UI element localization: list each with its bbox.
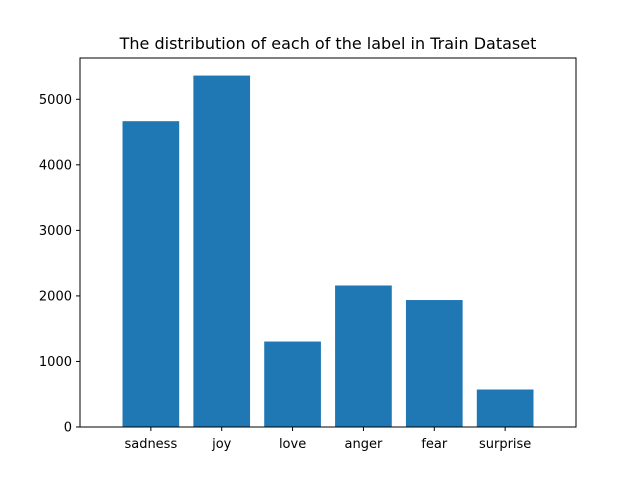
bar-surprise	[476, 389, 534, 427]
axes-group: 0 1000 2000 3000 4000 5000 sadness joy love anger…	[39, 57, 577, 452]
x-tick-label-anger: anger	[345, 437, 383, 452]
y-tick-label: 1000	[39, 355, 72, 370]
bar-anger	[335, 285, 392, 427]
y-tick-label: 2000	[39, 289, 72, 304]
x-tick-label-fear: fear	[421, 437, 448, 452]
x-tick-label-surprise: surprise	[479, 437, 531, 452]
bar-joy	[193, 75, 251, 427]
x-tick-label-joy: joy	[211, 437, 232, 452]
axes-frame	[79, 57, 577, 428]
chart-title: The distribution of each of the label in…	[119, 34, 537, 53]
x-tick-label-love: love	[279, 437, 306, 452]
bars-group	[122, 75, 534, 427]
y-tick-label: 5000	[39, 93, 72, 108]
y-tick-label: 4000	[39, 158, 72, 173]
y-tick-label: 3000	[39, 224, 72, 239]
bar-love	[264, 341, 321, 427]
bar-sadness	[122, 121, 180, 427]
y-tick-label: 0	[64, 421, 72, 436]
x-tick-label-sadness: sadness	[124, 437, 177, 452]
bar-fear	[405, 300, 463, 427]
